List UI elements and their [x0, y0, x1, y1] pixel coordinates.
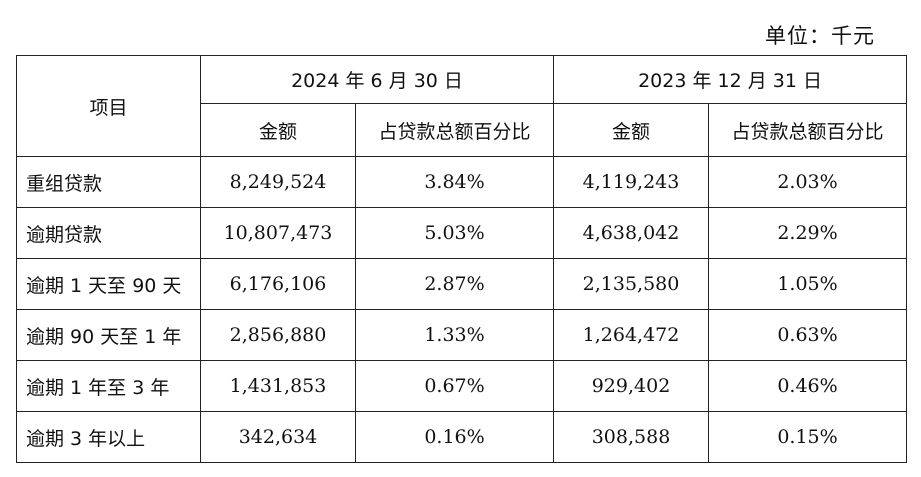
header-percent-2023: 占贷款总额百分比	[708, 103, 908, 157]
table-row: 逾期贷款 10,807,473 5.03% 4,638,042 2.29%	[16, 207, 908, 259]
header-period-2024: 2024 年 6 月 30 日	[199, 55, 555, 104]
amount-2024: 6,176,106	[200, 258, 356, 310]
table-row: 重组贷款 8,249,524 3.84% 4,119,243 2.03%	[16, 156, 908, 208]
header-percent-2024: 占贷款总额百分比	[354, 103, 555, 157]
table-row: 逾期 1 年至 3 年 1,431,853 0.67% 929,402 0.46…	[16, 360, 908, 412]
header-row-columns: 金额 占贷款总额百分比 金额 占贷款总额百分比	[17, 103, 908, 157]
row-label: 逾期贷款	[16, 207, 201, 259]
percent-2024: 0.16%	[354, 411, 555, 463]
amount-2024: 8,249,524	[200, 156, 356, 208]
row-label: 逾期 1 天至 90 天	[16, 258, 201, 310]
table-row: 逾期 90 天至 1 年 2,856,880 1.33% 1,264,472 0…	[16, 309, 908, 361]
row-label: 逾期 1 年至 3 年	[16, 360, 201, 412]
percent-2023: 2.03%	[708, 156, 908, 208]
amount-2023: 4,119,243	[553, 156, 710, 208]
table-row: 逾期 1 天至 90 天 6,176,106 2.87% 2,135,580 1…	[16, 258, 908, 310]
percent-2023: 0.15%	[708, 411, 908, 463]
header-item: 项目	[16, 55, 201, 157]
percent-2024: 0.67%	[354, 360, 555, 412]
header-amount-2023: 金额	[553, 103, 710, 157]
percent-2023: 0.46%	[708, 360, 908, 412]
row-label: 重组贷款	[16, 156, 201, 208]
percent-2023: 0.63%	[708, 309, 908, 361]
amount-2024: 10,807,473	[200, 207, 356, 259]
header-amount-2024: 金额	[200, 103, 356, 157]
percent-2024: 2.87%	[354, 258, 555, 310]
header-period-2023: 2023 年 12 月 31 日	[553, 55, 908, 104]
amount-2023: 1,264,472	[553, 309, 710, 361]
row-label: 逾期 90 天至 1 年	[16, 309, 201, 361]
percent-2024: 1.33%	[354, 309, 555, 361]
percent-2023: 1.05%	[708, 258, 908, 310]
percent-2024: 5.03%	[354, 207, 555, 259]
amount-2024: 2,856,880	[200, 309, 356, 361]
percent-2023: 2.29%	[708, 207, 908, 259]
header-row-periods: 项目 2024 年 6 月 30 日 2023 年 12 月 31 日	[16, 55, 908, 157]
unit-label: 单位：千元	[765, 24, 875, 48]
amount-2023: 2,135,580	[553, 258, 710, 310]
table-row: 逾期 3 年以上 342,634 0.16% 308,588 0.15%	[16, 411, 908, 463]
percent-2024: 3.84%	[354, 156, 555, 208]
amount-2023: 4,638,042	[553, 207, 710, 259]
amount-2023: 308,588	[553, 411, 710, 463]
amount-2024: 1,431,853	[200, 360, 356, 412]
row-label: 逾期 3 年以上	[16, 411, 201, 463]
amount-2024: 342,634	[200, 411, 356, 463]
amount-2023: 929,402	[553, 360, 710, 412]
loan-table: 项目 2024 年 6 月 30 日 2023 年 12 月 31 日 金额 占…	[16, 55, 908, 463]
